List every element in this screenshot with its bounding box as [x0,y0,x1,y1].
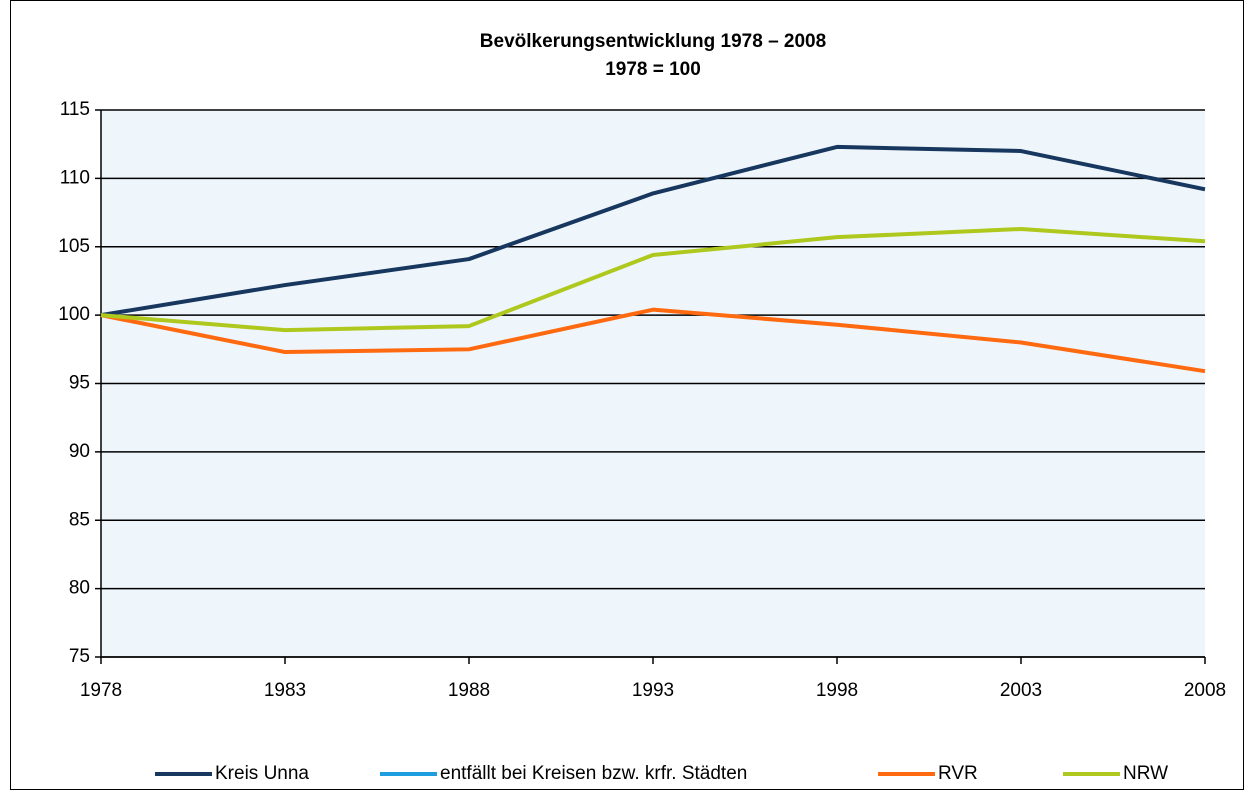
legend-label: NRW [1123,763,1168,784]
x-tick-label: 2003 [1000,680,1042,701]
y-tick-label: 90 [69,441,90,462]
series-line [100,144,1206,318]
y-tick-label: 75 [69,646,90,667]
x-tick-label: 1993 [632,680,674,701]
y-tick-label: 85 [69,509,90,530]
y-tick-label: 110 [60,167,90,188]
x-tick-label: 1998 [816,680,858,701]
series-line [100,226,1206,333]
y-tick-label: 80 [69,578,90,599]
y-tick-label: 105 [58,236,90,257]
legend-label: entfällt bei Kreisen bzw. krfr. Städten [440,763,747,784]
legend-label: Kreis Unna [215,763,309,784]
y-tick-label: 95 [69,373,90,394]
series-line [100,307,1206,374]
legend-label: RVR [938,763,978,784]
x-tick-label: 1988 [448,680,490,701]
x-tick-label: 1978 [80,680,122,701]
y-tick-label: 115 [60,99,90,120]
x-tick-label: 2008 [1184,680,1226,701]
chart-title: Bevölkerungsentwicklung 1978 – 2008 [480,31,826,52]
x-tick-label: 1983 [264,680,306,701]
chart-subtitle: 1978 = 100 [605,59,701,80]
y-tick-label: 100 [58,304,90,325]
